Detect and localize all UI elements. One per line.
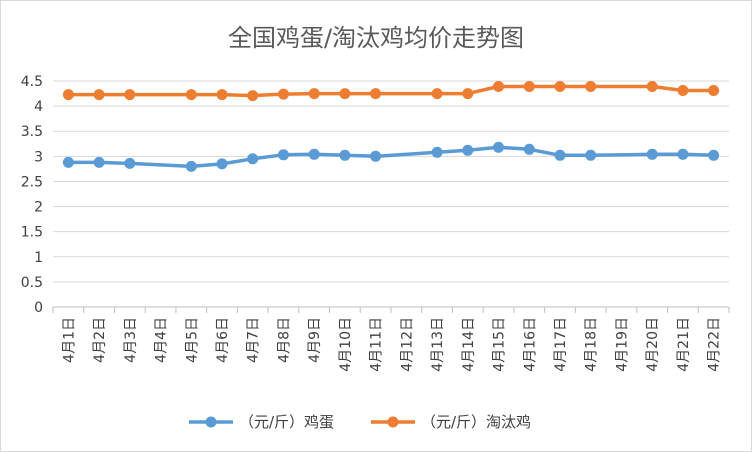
legend: （元/斤）鸡蛋 （元/斤）淘汰鸡 xyxy=(189,413,531,431)
data-point xyxy=(677,148,689,160)
legend-label: （元/斤）鸡蛋 xyxy=(239,413,334,431)
x-axis-ticks: 4月1日 4月2日 4月3日 4月4日 4月5日 4月6日 4月7日 4月8日 4月9日 4月10… xyxy=(52,307,730,372)
x-tick-label: 4月12日 xyxy=(399,317,415,372)
data-point xyxy=(185,89,197,101)
data-point xyxy=(339,88,351,100)
x-tick-label: 4月22日 xyxy=(707,317,723,372)
x-tick-label: 4月17日 xyxy=(553,317,569,372)
data-point xyxy=(708,85,720,96)
series-line-0 xyxy=(66,145,716,169)
data-point xyxy=(124,89,136,101)
x-tick-label: 4月1日 xyxy=(61,317,77,363)
data-point xyxy=(62,89,74,101)
y-tick-label: 4.5 xyxy=(21,74,43,90)
data-point xyxy=(278,149,289,161)
x-tick-label: 4月10日 xyxy=(338,317,354,372)
data-point xyxy=(646,148,658,160)
data-point xyxy=(370,150,382,162)
y-tick-label: 0 xyxy=(34,300,43,316)
data-point xyxy=(247,90,259,102)
x-tick-label: 4月15日 xyxy=(492,317,508,372)
series-line-1 xyxy=(66,84,716,98)
data-point xyxy=(308,148,320,160)
data-point xyxy=(708,149,720,161)
y-tick-label: 1.5 xyxy=(21,225,43,241)
data-point xyxy=(308,88,320,100)
data-point xyxy=(247,153,259,165)
x-tick-label: 4月11日 xyxy=(369,317,385,372)
x-tick-label: 4月14日 xyxy=(461,317,477,372)
x-tick-label: 4月9日 xyxy=(307,317,323,363)
x-tick-label: 4月21日 xyxy=(676,317,692,372)
data-point xyxy=(62,156,74,168)
data-point xyxy=(278,88,289,100)
data-point xyxy=(585,149,597,161)
data-point xyxy=(216,89,228,101)
data-point xyxy=(677,85,689,96)
y-tick-label: 3 xyxy=(34,149,43,165)
x-tick-label: 4月13日 xyxy=(430,317,446,372)
data-point xyxy=(339,149,351,161)
data-point xyxy=(493,81,504,92)
x-tick-label: 4月7日 xyxy=(246,317,262,363)
data-point xyxy=(646,81,658,92)
legend-marker xyxy=(387,416,399,428)
data-point xyxy=(431,146,443,158)
y-axis-ticks: 0 0.5 1 1.5 2 2.5 3 3.5 4 4.5 xyxy=(21,74,43,316)
y-tick-label: 0.5 xyxy=(21,275,43,291)
data-point xyxy=(185,160,197,172)
data-point xyxy=(93,89,105,101)
x-tick-label: 4月8日 xyxy=(276,317,292,363)
data-point xyxy=(124,157,136,169)
data-point xyxy=(462,88,474,100)
x-tick-label: 4月18日 xyxy=(584,317,600,372)
x-tick-label: 4月6日 xyxy=(215,317,231,363)
y-tick-label: 4 xyxy=(34,99,43,115)
data-point xyxy=(523,143,535,155)
data-point xyxy=(370,88,382,100)
x-tick-label: 4月16日 xyxy=(522,317,538,372)
chart-title: 全国鸡蛋/淘汰鸡均价走势图 xyxy=(228,24,524,52)
y-tick-label: 1 xyxy=(34,250,43,266)
data-point xyxy=(431,88,443,100)
y-tick-label: 2.5 xyxy=(21,174,43,190)
data-point xyxy=(216,158,228,170)
x-tick-label: 4月20日 xyxy=(645,317,661,372)
data-point xyxy=(462,144,474,156)
data-point xyxy=(523,81,535,92)
data-point xyxy=(493,141,504,153)
x-tick-label: 4月19日 xyxy=(614,317,630,372)
x-tick-label: 4月5日 xyxy=(184,317,200,363)
y-tick-label: 3.5 xyxy=(21,124,43,140)
data-point xyxy=(554,149,566,161)
legend-label: （元/斤）淘汰鸡 xyxy=(421,413,531,431)
series-lines xyxy=(62,81,720,172)
y-tick-label: 2 xyxy=(34,200,43,216)
legend-marker xyxy=(205,416,217,428)
data-point xyxy=(585,81,597,92)
data-point xyxy=(554,81,566,92)
x-tick-label: 4月3日 xyxy=(123,317,139,363)
gridlines xyxy=(53,80,729,308)
x-tick-label: 4月2日 xyxy=(92,317,108,363)
x-tick-label: 4月4日 xyxy=(154,317,170,363)
data-point xyxy=(93,156,105,168)
